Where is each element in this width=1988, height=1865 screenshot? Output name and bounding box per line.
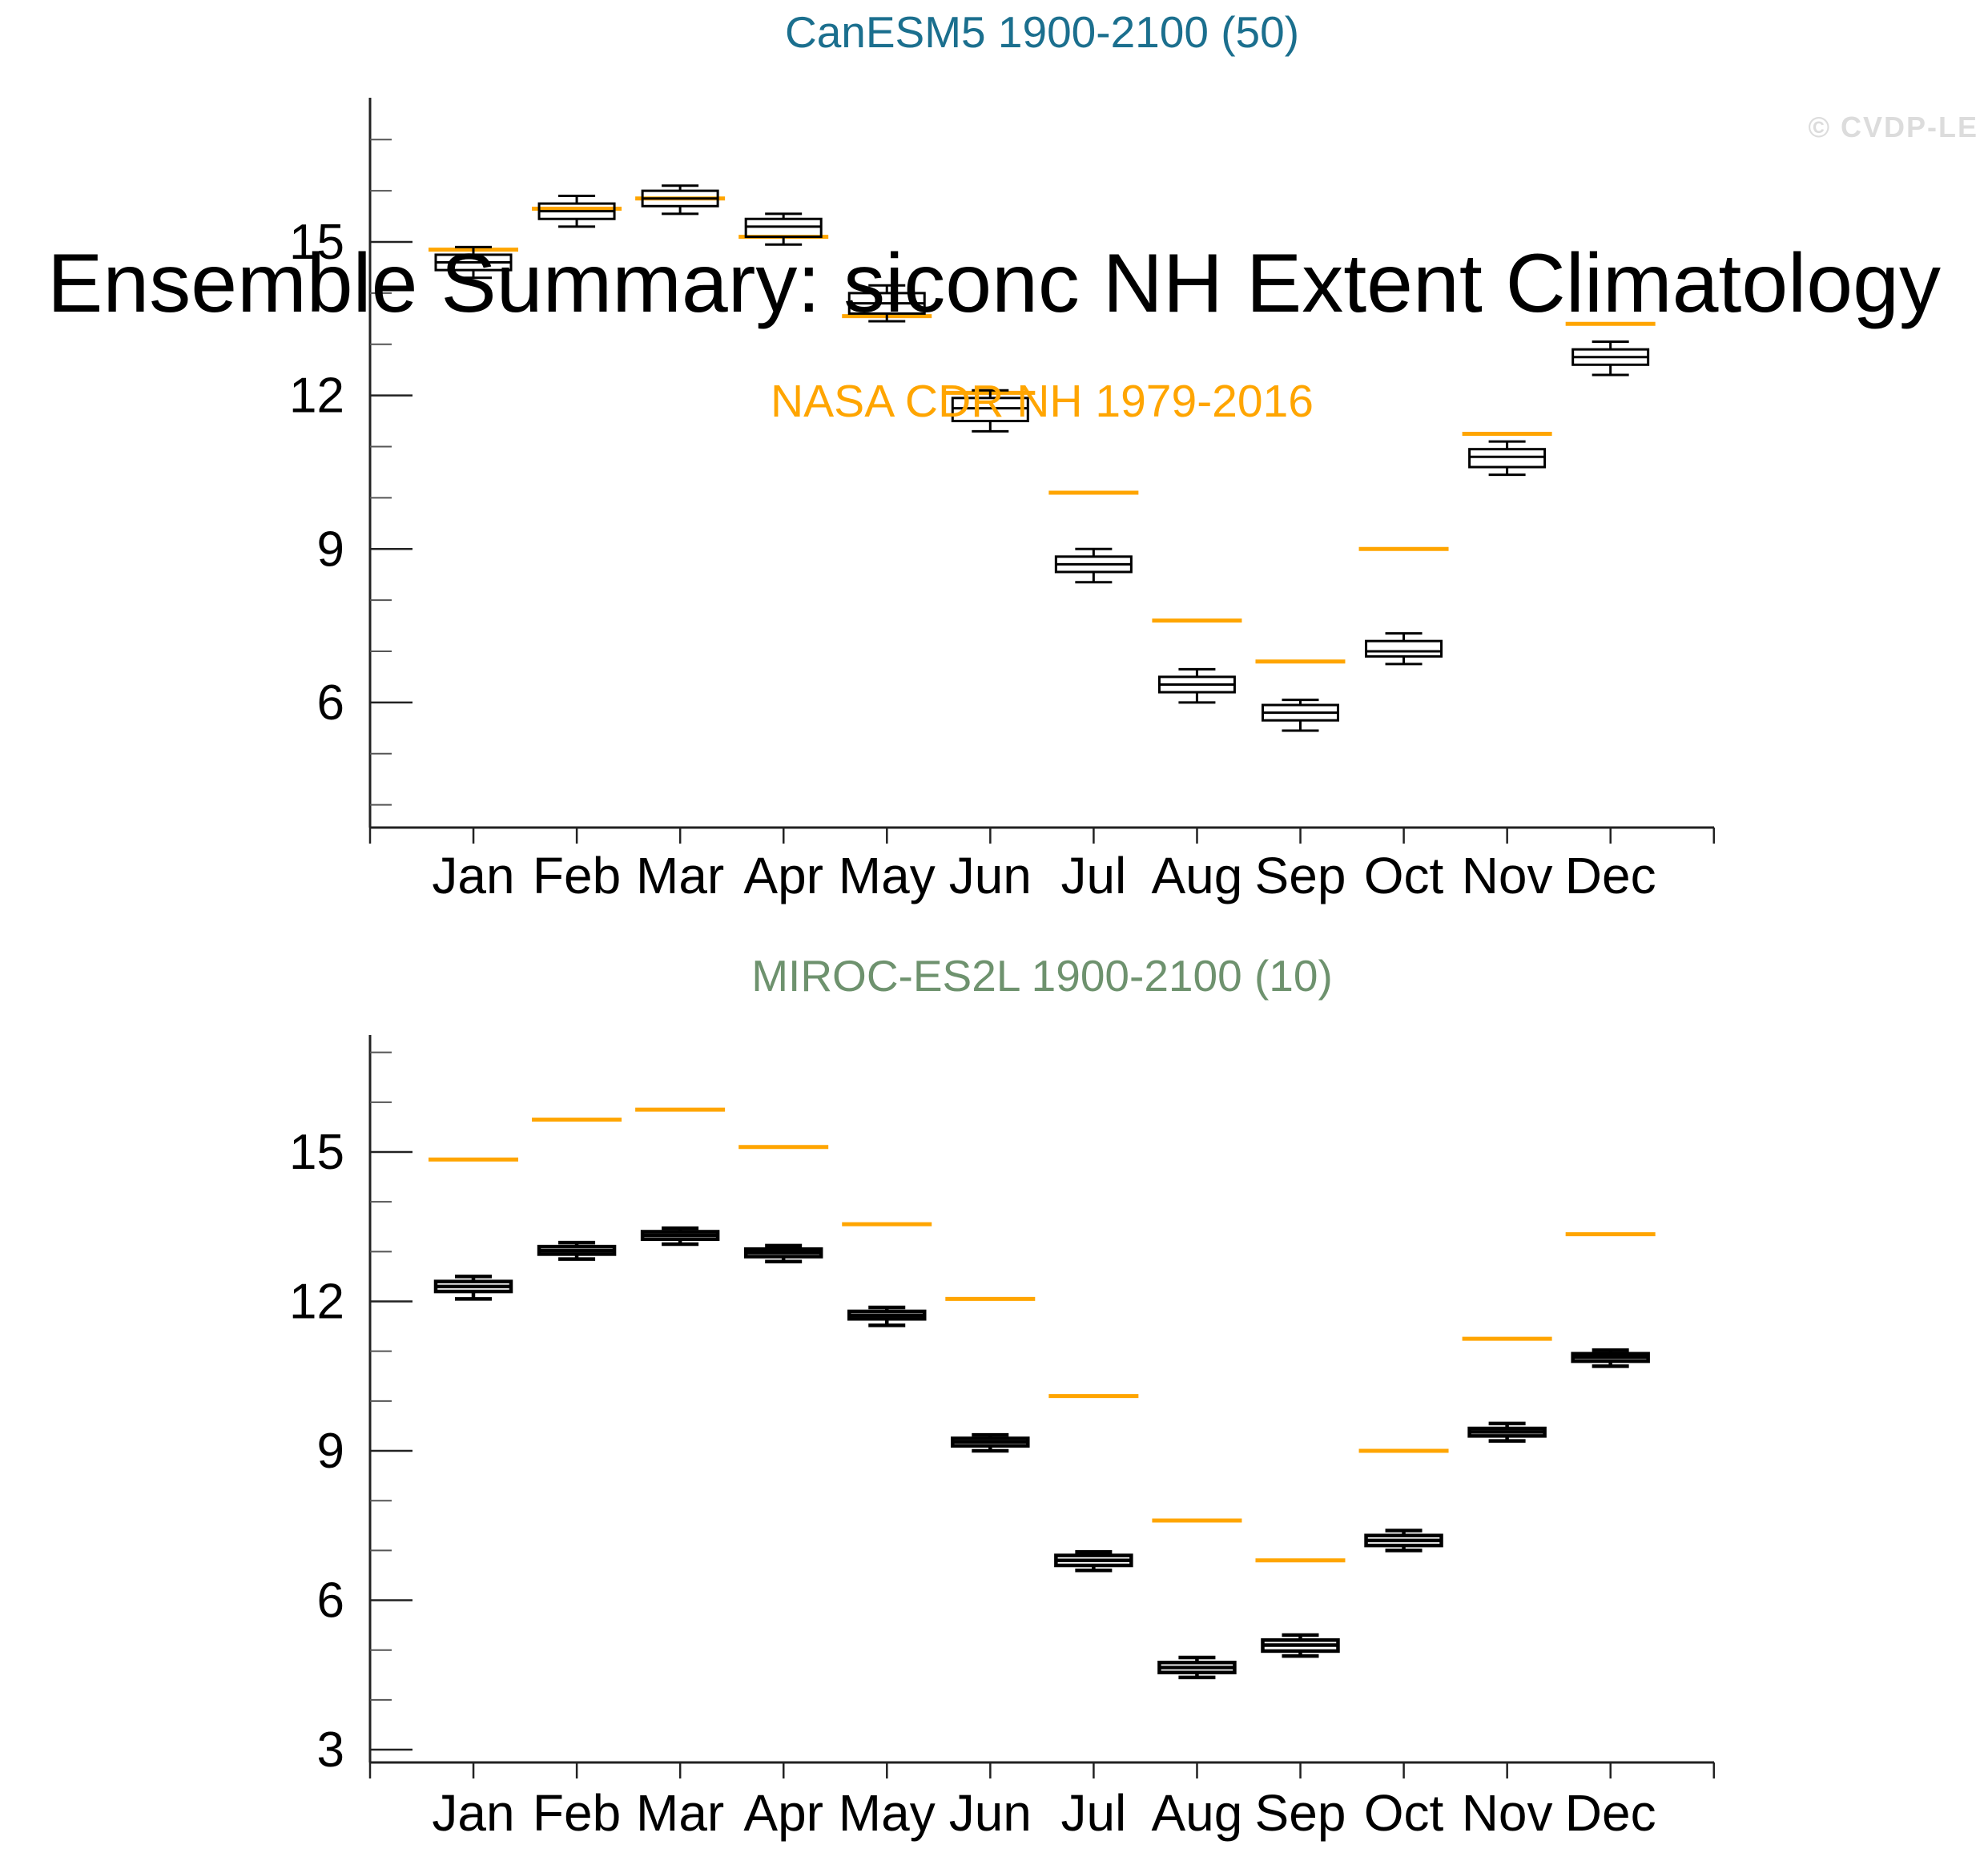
- x-tick-label-aug: Aug: [1151, 1784, 1242, 1842]
- iqr-box-apr: [744, 217, 823, 239]
- main-title: Ensemble Summary: siconc NH Extent Clima…: [47, 237, 1941, 330]
- x-tick-label-jul: Jul: [1060, 1784, 1126, 1842]
- x-tick-label-oct: Oct: [1364, 847, 1444, 904]
- x-tick-label-apr: Apr: [743, 847, 823, 904]
- x-tick-label-nov: Nov: [1462, 1784, 1553, 1842]
- x-tick-label-jan: Jan: [432, 847, 514, 904]
- x-tick-label-may: May: [839, 1784, 936, 1842]
- x-tick-label-jul: Jul: [1060, 847, 1126, 904]
- y-tick-label-12: 12: [289, 369, 344, 424]
- cvdp-watermark: © CVDP-LE: [1808, 111, 1978, 143]
- x-tick-label-jun: Jun: [949, 1784, 1032, 1842]
- x-tick-label-mar: Mar: [636, 1784, 724, 1842]
- x-tick-label-dec: Dec: [1565, 1784, 1656, 1842]
- x-tick-label-nov: Nov: [1462, 847, 1553, 904]
- canesm5-panel-title: CanESM5 1900-2100 (50): [784, 7, 1300, 57]
- x-tick-label-mar: Mar: [636, 847, 724, 904]
- x-tick-label-apr: Apr: [743, 1784, 823, 1842]
- x-tick-label-aug: Aug: [1151, 847, 1242, 904]
- miroc-panel-title: MIROC-ES2L 1900-2100 (10): [751, 951, 1333, 1001]
- y-tick-label-9: 9: [317, 1424, 344, 1479]
- y-tick-label-9: 9: [317, 522, 344, 577]
- x-tick-label-sep: Sep: [1255, 847, 1346, 904]
- y-tick-label-15: 15: [289, 215, 344, 270]
- iqr-box-jun: [951, 397, 1029, 423]
- x-tick-label-feb: Feb: [533, 1784, 621, 1842]
- x-tick-label-oct: Oct: [1364, 1784, 1444, 1842]
- chart-miroc-es2l: 15 12 9 6 3 Jan Feb Mar Apr May Jun Jul Aug Sep Oct Nov…: [289, 1035, 1716, 1842]
- y-tick-label-15: 15: [289, 1125, 344, 1180]
- iqr-box-oct: [1365, 639, 1443, 658]
- x-tick-label-jun: Jun: [949, 847, 1032, 904]
- x-tick-label-dec: Dec: [1565, 847, 1656, 904]
- x-tick-label-feb: Feb: [533, 847, 621, 904]
- x-tick-label-may: May: [839, 847, 936, 904]
- x-tick-label-jan: Jan: [432, 1784, 514, 1842]
- y-tick-label-6: 6: [317, 1573, 344, 1629]
- y-tick-label-6: 6: [317, 675, 344, 731]
- iqr-box-nov: [1468, 448, 1547, 469]
- obs-subtitle: NASA CDR NH 1979-2016: [771, 376, 1314, 427]
- y-tick-label-12: 12: [289, 1275, 344, 1330]
- x-tick-label-sep: Sep: [1255, 1784, 1346, 1842]
- y-tick-label-3: 3: [317, 1722, 344, 1778]
- chart-canesm5: 15 12 9 6 Jan Feb Mar Apr May Jun Jul Aug Sep Oct Nov D…: [289, 98, 1716, 904]
